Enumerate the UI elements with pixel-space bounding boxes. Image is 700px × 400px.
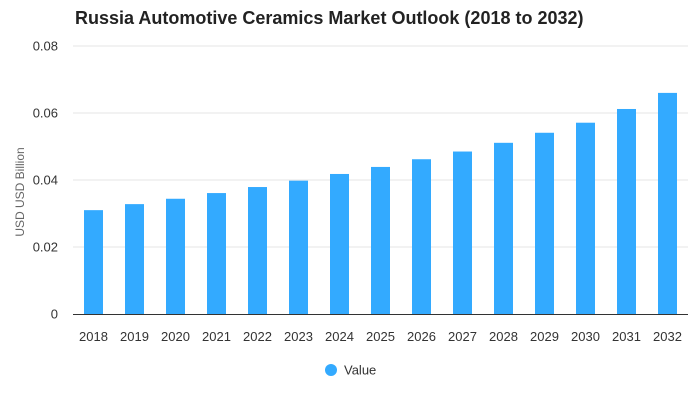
legend[interactable]: Value bbox=[325, 363, 376, 378]
x-tick-label: 2019 bbox=[120, 329, 149, 344]
x-tick-label: 2018 bbox=[79, 329, 108, 344]
bar-2020[interactable] bbox=[166, 198, 185, 314]
bar-2026[interactable] bbox=[412, 159, 431, 314]
x-tick-label: 2026 bbox=[407, 329, 436, 344]
x-tick-label: 2030 bbox=[571, 329, 600, 344]
x-tick-label: 2021 bbox=[202, 329, 231, 344]
y-axis-ticks: 0 0.02 0.04 0.06 0.08 bbox=[33, 39, 58, 322]
chart-title: Russia Automotive Ceramics Market Outloo… bbox=[75, 8, 584, 28]
x-tick-label: 2032 bbox=[653, 329, 682, 344]
bars bbox=[84, 92, 677, 315]
bar-2025[interactable] bbox=[371, 166, 390, 314]
y-tick-label: 0.08 bbox=[33, 39, 58, 54]
bar-2029[interactable] bbox=[535, 132, 554, 314]
bar-2021[interactable] bbox=[207, 193, 226, 314]
legend-swatch-icon bbox=[325, 364, 337, 376]
bar-2027[interactable] bbox=[453, 151, 472, 314]
x-tick-label: 2028 bbox=[489, 329, 518, 344]
bar-2023[interactable] bbox=[289, 180, 308, 314]
x-tick-label: 2023 bbox=[284, 329, 313, 344]
y-tick-label: 0 bbox=[51, 307, 58, 322]
x-tick-label: 2031 bbox=[612, 329, 641, 344]
bar-2018[interactable] bbox=[84, 210, 103, 314]
bar-2032[interactable] bbox=[658, 92, 677, 315]
y-axis-title: USD USD Billion bbox=[13, 147, 27, 236]
legend-label: Value bbox=[344, 363, 376, 378]
y-tick-label: 0.02 bbox=[33, 240, 58, 255]
bar-2022[interactable] bbox=[248, 187, 267, 314]
x-tick-label: 2027 bbox=[448, 329, 477, 344]
bar-2030[interactable] bbox=[576, 122, 595, 314]
x-tick-label: 2029 bbox=[530, 329, 559, 344]
x-tick-label: 2022 bbox=[243, 329, 272, 344]
bar-2024[interactable] bbox=[330, 173, 349, 314]
bar-2031[interactable] bbox=[617, 108, 636, 314]
bar-2019[interactable] bbox=[125, 204, 144, 314]
x-tick-label: 2025 bbox=[366, 329, 395, 344]
x-tick-label: 2020 bbox=[161, 329, 190, 344]
bar-2028[interactable] bbox=[494, 142, 513, 314]
y-tick-label: 0.06 bbox=[33, 106, 58, 121]
y-tick-label: 0.04 bbox=[33, 173, 58, 188]
x-tick-label: 2024 bbox=[325, 329, 354, 344]
x-axis-ticks: 2018 2019 2020 2021 2022 2023 2024 2025 2026 2027… bbox=[79, 329, 682, 344]
